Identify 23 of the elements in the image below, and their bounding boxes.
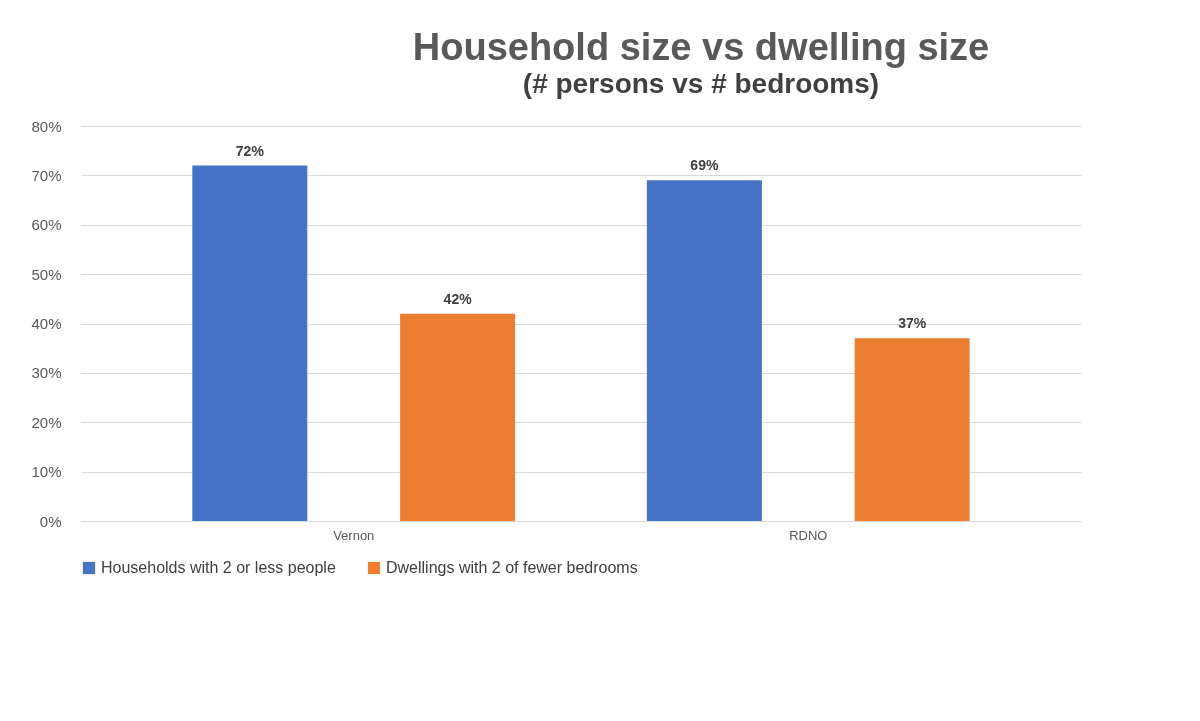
chart-title: Household size vs dwelling size	[412, 26, 990, 68]
data-label: 72%	[235, 142, 265, 159]
bar	[192, 165, 308, 521]
bar	[854, 338, 970, 521]
y-tick-label: 80%	[31, 117, 62, 135]
y-tick-label: 50%	[31, 265, 62, 283]
legend-label: Households with 2 or less people	[101, 559, 336, 576]
y-tick-label: 40%	[31, 315, 62, 332]
y-tick-label: 60%	[31, 216, 62, 234]
bar	[400, 313, 516, 521]
y-tick-label: 70%	[31, 166, 62, 184]
data-label: 42%	[443, 290, 473, 307]
y-tick-label: 20%	[31, 413, 62, 431]
legend-label: Dwellings with 2 of fewer bedrooms	[386, 559, 638, 576]
data-label: 69%	[690, 157, 719, 174]
chart-subtitle: (# persons vs # bedrooms)	[522, 68, 880, 99]
bar	[646, 180, 762, 521]
y-tick-label: 10%	[31, 463, 62, 481]
x-tick-label: Vernon	[333, 527, 375, 543]
x-tick-label: RDNO	[789, 527, 828, 543]
y-tick-label: 0%	[39, 512, 62, 530]
data-label: 37%	[898, 315, 927, 332]
y-tick-label: 30%	[31, 364, 62, 382]
